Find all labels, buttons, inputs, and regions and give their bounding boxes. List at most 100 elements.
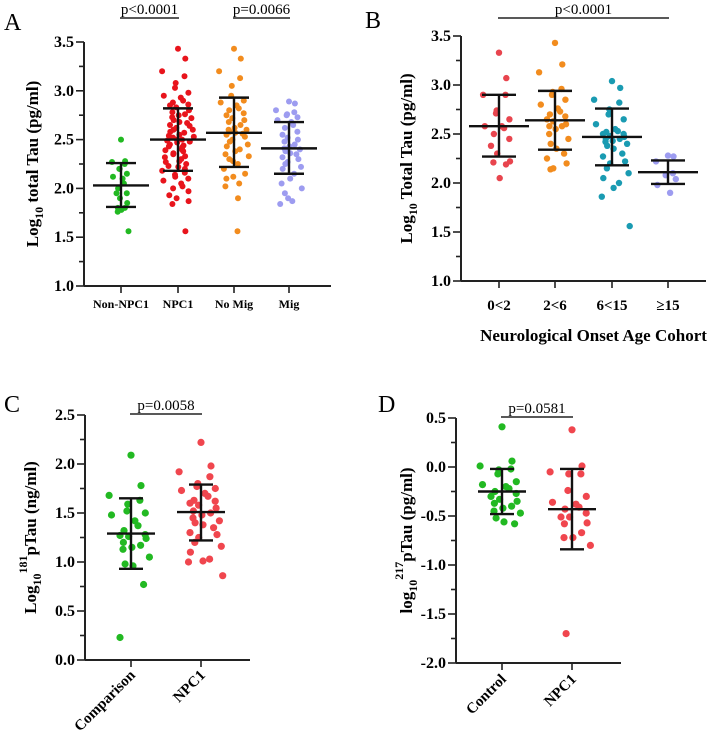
y-axis-title-rest: total Tau (pg/ml)	[23, 81, 42, 207]
data-point	[617, 84, 624, 92]
panel-a: A 1.0 1.5 2.0 2.5 3.0 3.5 Log10 total Tau (pg/m…	[4, 2, 331, 311]
y-tick-label: 1.0	[431, 273, 451, 290]
y-tick-label: 2.5	[54, 132, 74, 149]
data-point	[490, 499, 498, 507]
data-point	[190, 133, 197, 140]
y-axis-title-subscript: 10	[406, 580, 420, 592]
data-point	[492, 110, 500, 117]
data-point	[235, 195, 241, 202]
data-point	[294, 114, 301, 121]
data-point	[186, 548, 194, 556]
y-axis-title-superscript: 181	[16, 555, 30, 573]
data-point	[237, 55, 244, 62]
y-axis-title-main: Log	[23, 218, 42, 247]
data-point	[234, 161, 241, 167]
data-point	[492, 514, 500, 522]
y-tick-label: 2.5	[431, 126, 451, 143]
data-point	[583, 519, 591, 527]
data-point	[127, 451, 135, 459]
data-point	[115, 185, 122, 192]
data-point	[513, 497, 521, 505]
data-point	[487, 492, 495, 500]
data-point	[615, 179, 623, 187]
data-point	[568, 426, 576, 434]
data-point	[546, 111, 554, 118]
data-point	[604, 142, 611, 149]
data-point	[181, 73, 188, 80]
data-point	[623, 140, 631, 147]
data-point	[289, 198, 296, 205]
data-point	[185, 198, 192, 205]
y-axis-title-rest: Total Tau (pg/ml)	[397, 73, 416, 203]
data-point	[670, 153, 677, 160]
data-point	[562, 96, 569, 103]
x-tick-label: NPC1	[163, 297, 194, 311]
x-tick-label: No Mig	[215, 297, 253, 311]
panel-b: B 1.0 1.5 2.0 2.5 3.0 3.5 Log10 Total Tau (pg/m…	[365, 2, 707, 345]
data-point	[619, 150, 626, 157]
data-point	[245, 153, 252, 160]
data-point	[119, 545, 127, 553]
data-point	[237, 75, 244, 82]
data-point	[170, 185, 177, 192]
y-tick-label: -1.0	[421, 557, 446, 574]
data-point	[145, 553, 153, 561]
data-point	[243, 126, 250, 133]
data-point	[186, 529, 194, 537]
data-point	[236, 180, 243, 187]
data-point	[290, 122, 297, 128]
data-point	[222, 151, 229, 158]
data-point	[180, 97, 187, 104]
data-point	[616, 99, 623, 106]
data-point	[184, 558, 193, 566]
y-tick-label: 0.0	[55, 652, 75, 669]
p-value-label: p<0.0001	[121, 2, 178, 18]
data-point	[170, 117, 177, 124]
y-axis-title: log10217pTau (pg/ml)	[392, 467, 420, 613]
data-point	[217, 99, 224, 106]
data-point	[494, 470, 502, 478]
y-axis-title-subscript: 10	[30, 573, 44, 585]
data-point	[535, 69, 543, 76]
panel-c: C 0.0 0.5 1.0 1.5 2.0 2.5 Log10181pTau (ng/ml) C…	[4, 392, 250, 735]
data-point	[197, 438, 205, 446]
data-point	[599, 153, 607, 160]
data-point	[234, 228, 241, 235]
data-point	[114, 208, 121, 215]
data-point	[672, 175, 679, 183]
data-point	[279, 165, 286, 172]
data-point	[273, 107, 279, 114]
data-point	[565, 135, 572, 143]
data-point	[159, 68, 166, 75]
data-point	[286, 98, 292, 105]
data-point	[283, 112, 290, 119]
data-point	[546, 123, 553, 130]
data-point	[169, 109, 176, 116]
data-point	[508, 502, 516, 510]
data-point	[237, 122, 244, 128]
panel-letter: A	[4, 10, 22, 36]
data-point	[577, 470, 585, 478]
data-point	[496, 174, 503, 182]
data-point	[223, 112, 230, 119]
data-point	[543, 155, 551, 162]
data-point	[170, 151, 177, 158]
data-point	[228, 82, 235, 89]
y-tick-label: 1.5	[54, 229, 74, 246]
data-point	[664, 152, 672, 159]
data-point	[206, 473, 214, 481]
data-point	[141, 509, 149, 517]
data-point	[185, 175, 192, 182]
data-point	[121, 560, 129, 568]
data-point	[226, 138, 233, 145]
data-point	[183, 161, 190, 167]
x-tick-label: Non-NPC1	[93, 297, 149, 311]
y-axis-title-rest: pTau (ng/ml)	[21, 461, 40, 555]
data-point	[558, 123, 566, 130]
y-tick-label: -2.0	[421, 655, 446, 672]
data-point	[487, 142, 495, 149]
data-point	[510, 520, 519, 528]
data-point	[495, 49, 503, 56]
y-axis-title: Log10 Total Tau (pg/ml)	[397, 73, 420, 243]
data-point	[614, 127, 621, 135]
